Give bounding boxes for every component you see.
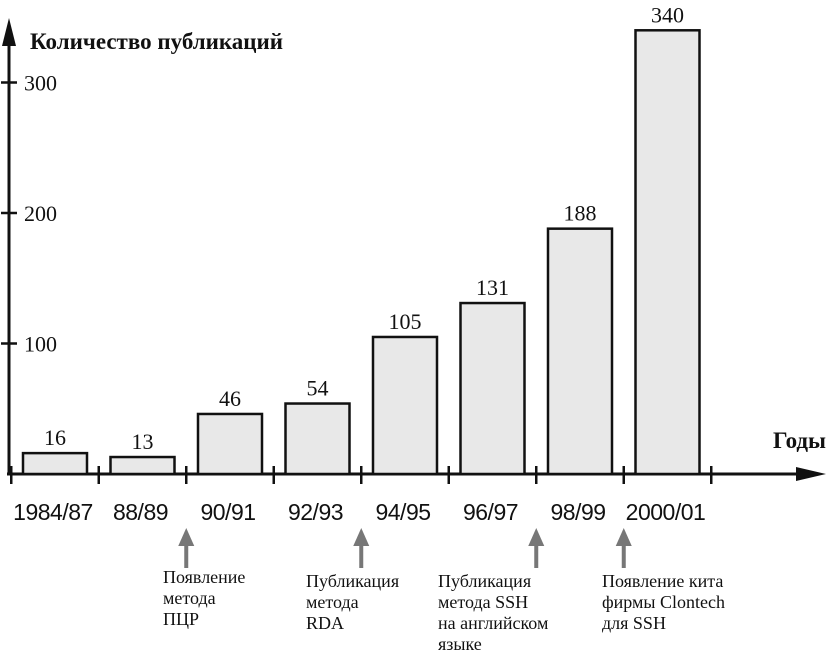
bar-value-label: 105 xyxy=(389,309,422,334)
annotation-text-line: языке xyxy=(438,634,482,654)
bar-90-91 xyxy=(196,412,264,476)
x-tick-label: 98/99 xyxy=(550,499,605,525)
bar-94-95 xyxy=(371,335,439,476)
bar-value-label: 46 xyxy=(219,386,241,411)
bar-value-label: 54 xyxy=(307,376,329,401)
bar-2000-01 xyxy=(634,29,701,476)
annotation-text-line: для SSH xyxy=(602,613,666,633)
bars xyxy=(21,29,701,476)
x-axis-title: Годы xyxy=(773,428,826,453)
annotation-text-line: фирмы Clontech xyxy=(602,592,725,612)
up-arrow-icon xyxy=(178,528,195,546)
bar-value-label: 13 xyxy=(132,429,154,454)
annotation-text-line: на английском xyxy=(438,613,548,633)
y-axis-title: Количество публикаций xyxy=(30,29,283,54)
annotations: ПоявлениеметодаПЦРПубликацияметодаRDAПуб… xyxy=(163,528,725,654)
annotation-text-line: метода SSH xyxy=(438,592,528,612)
annotation-text-line: Появление xyxy=(163,567,245,587)
bar-92-93 xyxy=(284,402,351,476)
bar-value-label: 340 xyxy=(651,2,684,27)
y-tick-label: 300 xyxy=(24,71,57,96)
annotation-text-line: метода xyxy=(306,592,359,612)
bar-96-97 xyxy=(459,301,526,476)
bar-1984-87 xyxy=(21,451,89,476)
bar-88-89 xyxy=(109,455,176,476)
x-tick-label: 90/91 xyxy=(200,499,255,525)
annotation-text-line: Появление кита xyxy=(602,571,723,591)
y-tick-label: 200 xyxy=(24,201,57,226)
annotation-text-line: Публикация xyxy=(438,571,531,591)
x-tick-label: 92/93 xyxy=(288,499,343,525)
bar-value-label: 16 xyxy=(44,425,66,450)
x-tick-label: 96/97 xyxy=(463,499,518,525)
up-arrow-icon xyxy=(528,528,545,546)
x-tick-label: 1984/87 xyxy=(13,499,93,525)
annotation-text-line: RDA xyxy=(306,613,344,633)
up-arrow-icon xyxy=(353,528,370,546)
annotation-text-line: Публикация xyxy=(306,571,399,591)
x-tick-label: 94/95 xyxy=(375,499,430,525)
annotation-text-line: метода xyxy=(163,588,216,608)
x-tick-label: 2000/01 xyxy=(626,499,706,525)
x-axis-arrow-icon xyxy=(796,467,826,481)
y-tick-label: 100 xyxy=(24,332,57,357)
bar-value-label: 131 xyxy=(476,275,509,300)
labels: Количество публикаций Годы 16 1984/87 13 88/8… xyxy=(13,2,826,525)
bar-98-99 xyxy=(546,227,614,476)
y-axis-arrow-icon xyxy=(2,18,16,46)
x-tick-label: 88/89 xyxy=(113,499,168,525)
annotation-text-line: ПЦР xyxy=(163,609,199,629)
up-arrow-icon xyxy=(615,528,632,546)
bar-value-label: 188 xyxy=(564,201,597,226)
